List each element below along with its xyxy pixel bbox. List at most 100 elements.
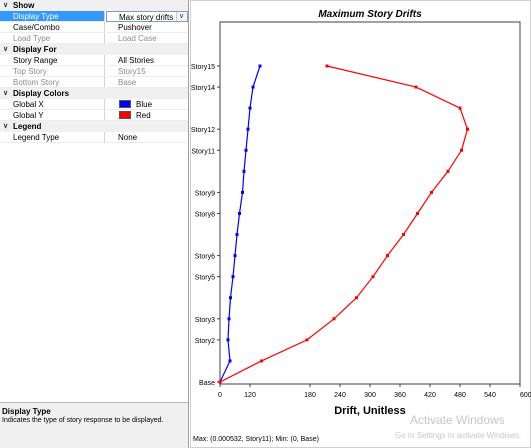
collapse-chevron-icon[interactable]: ∨	[3, 2, 9, 9]
x-tick-label: 0	[218, 392, 222, 399]
property-name[interactable]: Global Y	[0, 110, 105, 121]
series-1-point	[371, 275, 375, 279]
x-axis-ticks: 0 120 180 240 300 360 420 480 540 600 E	[218, 384, 531, 399]
series-line-0	[219, 65, 261, 383]
x-tick-label: 360	[394, 392, 406, 399]
series-layer	[218, 64, 469, 384]
y-tick-label: Story5	[195, 275, 215, 282]
property-name[interactable]: Top Story	[0, 66, 105, 77]
series-1-point	[414, 85, 418, 89]
property-value-text: Red	[136, 111, 151, 120]
chart-area: Maximum Story Drifts Drift, Unitless Bas…	[190, 0, 531, 448]
activation-watermark-title: Activate Windows	[410, 413, 505, 427]
x-tick-label: 480	[454, 392, 466, 399]
series-0-point	[229, 296, 232, 300]
series-1-point	[218, 380, 222, 384]
y-tick-label: Story14	[191, 85, 215, 92]
property-name[interactable]: Load Type	[0, 33, 105, 44]
series-1-point	[460, 148, 463, 152]
plot-frame	[219, 21, 521, 385]
property-value[interactable]: Pushover	[106, 22, 188, 33]
property-row-display-type[interactable]: Display Type Max story drifts ∨	[0, 11, 188, 22]
category-display-colors[interactable]: ∨ Display Colors	[0, 88, 188, 99]
property-name[interactable]: Case/Combo	[0, 22, 105, 33]
series-0-point	[244, 148, 248, 152]
y-axis-ticks: Base Story2 Story3 Story5 Story6 Story8 Story9…	[191, 64, 220, 387]
property-row-bottom-story[interactable]: Bottom Story Base	[0, 77, 188, 88]
property-value-text: All Stories	[118, 56, 155, 65]
properties-panel: ∨ Show Display Type Max story drifts ∨ Case/C…	[0, 0, 189, 448]
series-1-point	[402, 233, 405, 237]
series-line-1	[219, 65, 469, 383]
series-1-point	[325, 64, 329, 68]
category-legend[interactable]: ∨ Legend	[0, 121, 188, 132]
series-0-point	[246, 127, 250, 131]
status-bar-text: Max: (0.000532, Story11); Min: (0, Base)	[193, 436, 319, 443]
color-swatch[interactable]	[119, 100, 131, 108]
property-value-dropdown[interactable]: Max story drifts ∨	[106, 11, 188, 22]
property-row-case-combo[interactable]: Case/Combo Pushover	[0, 22, 188, 33]
series-0-point	[251, 85, 255, 89]
property-row-top-story[interactable]: Top Story Story15	[0, 66, 188, 77]
property-value[interactable]: All Stories	[106, 55, 188, 66]
x-tick-label: 300	[364, 392, 376, 399]
property-value[interactable]: None	[106, 132, 188, 143]
chart-title: Maximum Story Drifts	[318, 9, 422, 20]
series-0-point	[235, 233, 239, 237]
series-0-point	[231, 275, 235, 279]
property-name[interactable]: Story Range	[0, 55, 105, 66]
description-text: Indicates the type of story response to …	[2, 417, 164, 424]
y-tick-label: Story2	[195, 338, 215, 345]
series-1-point	[305, 338, 309, 342]
property-value[interactable]: Story15	[106, 66, 188, 77]
category-label: Legend	[13, 122, 42, 131]
property-row-global-y[interactable]: Global Y Red	[0, 110, 188, 121]
x-axis-title: Drift, Unitless	[334, 405, 406, 417]
category-show[interactable]: ∨ Show	[0, 0, 188, 11]
series-1-point	[355, 296, 358, 300]
series-0-point	[258, 64, 262, 68]
series-0-point	[228, 359, 232, 363]
x-tick-label: 540	[484, 392, 496, 399]
y-tick-label: Story9	[195, 190, 215, 197]
y-tick-label: Story15	[191, 64, 215, 71]
series-0-point	[227, 317, 231, 321]
property-name[interactable]: Bottom Story	[0, 77, 105, 88]
property-value-text: Story15	[118, 67, 146, 76]
color-swatch[interactable]	[119, 111, 131, 119]
series-1-point	[260, 359, 263, 363]
property-value-text: None	[118, 133, 138, 142]
category-label: Show	[13, 1, 35, 10]
property-row-legend-type[interactable]: Legend Type None	[0, 132, 188, 143]
property-value-text: Base	[118, 78, 137, 87]
category-label: Display Colors	[13, 89, 70, 98]
series-1-point	[332, 317, 336, 321]
property-row-load-type[interactable]: Load Type Load Case	[0, 33, 188, 44]
series-1-point	[430, 190, 433, 194]
collapse-chevron-icon[interactable]: ∨	[3, 46, 9, 53]
series-1-point	[386, 254, 389, 258]
series-0-point	[248, 106, 252, 110]
collapse-chevron-icon[interactable]: ∨	[3, 90, 9, 97]
property-value[interactable]: Base	[106, 77, 188, 88]
property-name[interactable]: Display Type	[0, 11, 105, 22]
property-value[interactable]: Red	[106, 110, 188, 121]
property-value-text: Blue	[136, 100, 153, 109]
series-0-point	[241, 190, 244, 194]
series-1-point	[416, 211, 419, 215]
property-name[interactable]: Legend Type	[0, 132, 105, 143]
property-name[interactable]: Global X	[0, 99, 105, 110]
property-value[interactable]: Blue	[106, 99, 188, 110]
y-tick-label: Story8	[195, 211, 215, 218]
property-value-text: Load Case	[118, 34, 157, 43]
category-display-for[interactable]: ∨ Display For	[0, 44, 188, 55]
property-row-story-range[interactable]: Story Range All Stories	[0, 55, 188, 66]
collapse-chevron-icon[interactable]: ∨	[3, 123, 9, 130]
property-row-global-x[interactable]: Global X Blue	[0, 99, 188, 110]
y-tick-label: Base	[199, 380, 215, 387]
story-drift-chart: Maximum Story Drifts Drift, Unitless Bas…	[190, 0, 531, 448]
dropdown-arrow-icon[interactable]: ∨	[176, 12, 186, 21]
property-grid: ∨ Show Display Type Max story drifts ∨ Case/C…	[0, 0, 188, 143]
activation-watermark-subtitle: Go to Settings to activate Windows.	[395, 431, 522, 440]
property-value[interactable]: Load Case	[106, 33, 188, 44]
